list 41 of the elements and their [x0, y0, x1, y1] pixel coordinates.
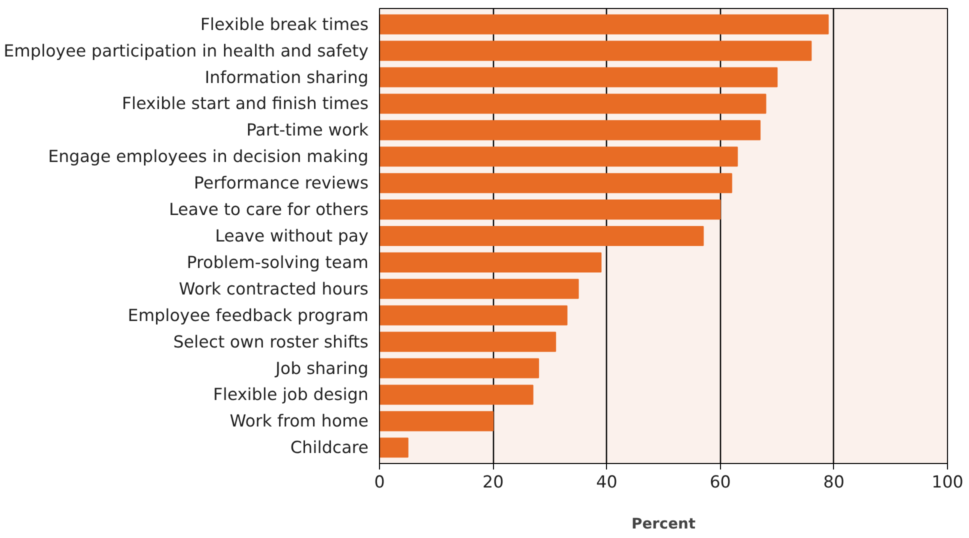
bar	[380, 226, 704, 246]
y-tick-label: Flexible job design	[213, 385, 369, 404]
x-tick-label: 20	[482, 472, 504, 492]
bar	[380, 278, 579, 299]
y-tick-label: Engage employees in decision making	[48, 147, 369, 166]
bar	[380, 120, 761, 140]
y-tick-label: Information sharing	[204, 68, 369, 87]
y-tick-label: Employee participation in health and safety	[4, 41, 369, 60]
y-tick-label: Leave without pay	[215, 226, 369, 246]
y-tick-label: Flexible break times	[200, 14, 369, 34]
bar	[380, 358, 540, 378]
y-tick-label: Leave to care for others	[169, 200, 369, 220]
bar	[380, 200, 721, 220]
y-tick-label: Problem-solving team	[186, 252, 369, 272]
bar	[380, 67, 778, 88]
x-axis-title: Percent	[632, 516, 696, 532]
x-tick-label: 80	[823, 472, 845, 492]
bar	[380, 305, 568, 326]
y-tick-label: Work contracted hours	[178, 279, 369, 298]
x-tick-label: 100	[932, 472, 964, 492]
bar	[380, 252, 602, 272]
y-tick-label: Work from home	[230, 412, 368, 431]
bar	[380, 14, 829, 34]
y-tick-label: Employee feedback program	[128, 306, 369, 325]
x-tick-label: 0	[374, 472, 385, 492]
y-tick-label: Childcare	[290, 438, 368, 458]
bar	[380, 411, 494, 432]
y-tick-label: Performance reviews	[194, 174, 369, 193]
bar	[380, 146, 738, 167]
x-tick-label: 40	[596, 472, 618, 492]
bar	[380, 438, 408, 458]
bar	[380, 384, 534, 405]
y-tick-label: Job sharing	[274, 358, 369, 378]
bar	[380, 173, 732, 194]
y-tick-label: Select own roster shifts	[173, 332, 369, 352]
x-tick-label: 60	[710, 472, 731, 492]
y-tick-label: Flexible start and finish times	[122, 94, 368, 114]
bar	[380, 94, 766, 114]
bar	[380, 332, 556, 352]
bar	[380, 40, 812, 61]
y-tick-label: Part-time work	[246, 120, 369, 140]
